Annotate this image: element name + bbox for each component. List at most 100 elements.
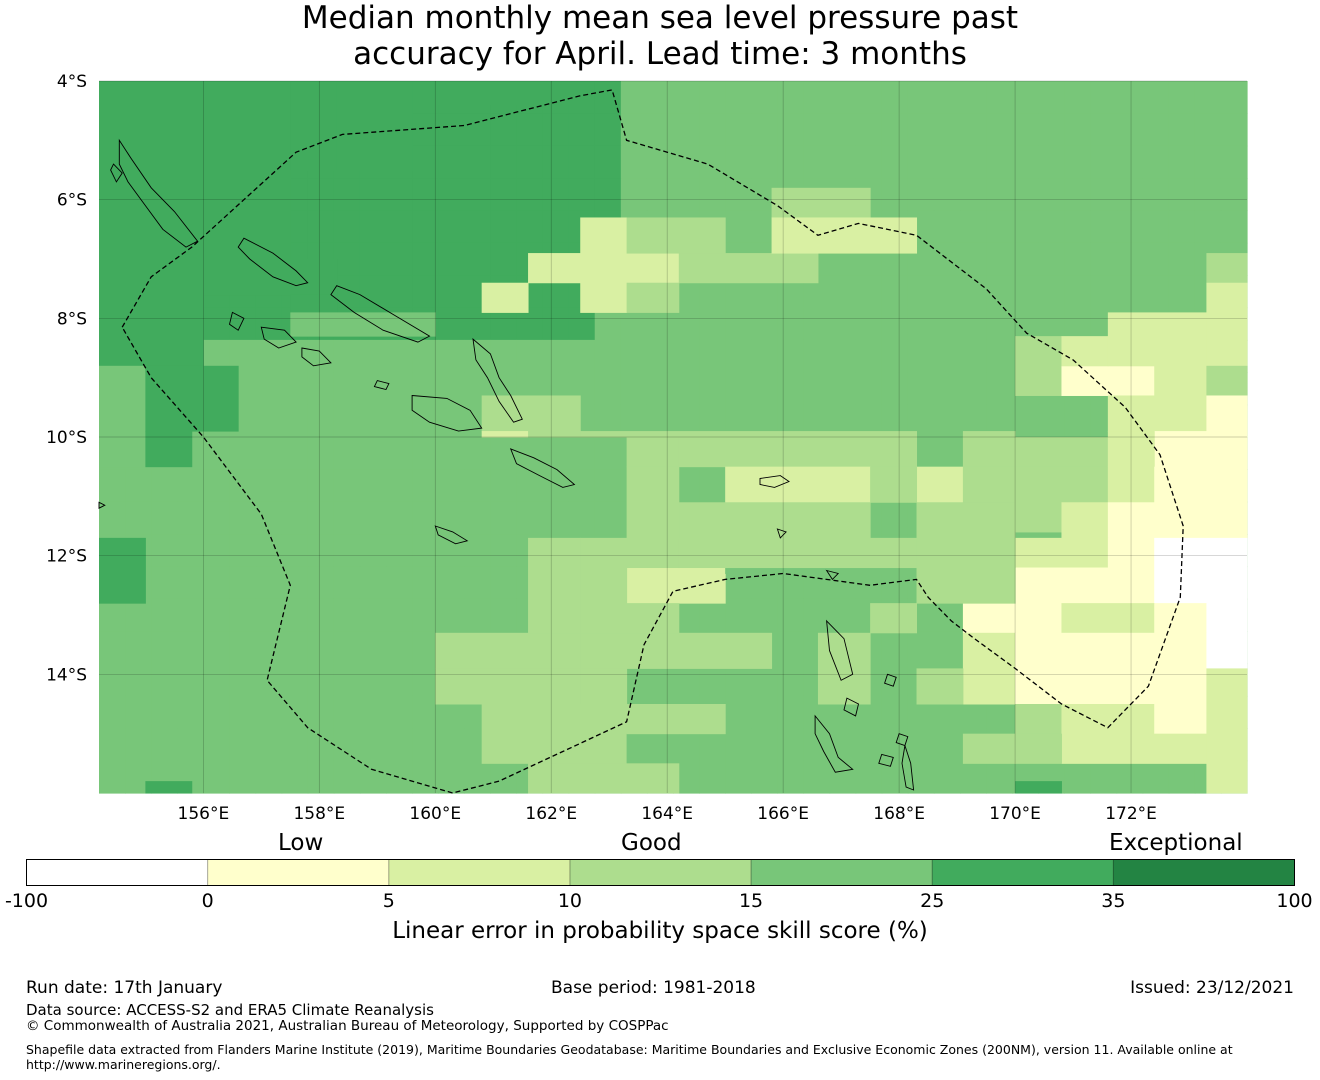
skill-cell — [412, 663, 439, 697]
skill-cell — [333, 210, 361, 244]
skill-cell — [1154, 668, 1207, 705]
skill-cell — [777, 145, 805, 179]
lon-label: 162°E — [525, 804, 577, 824]
skill-cell — [986, 178, 1013, 212]
skill-cell — [464, 534, 491, 568]
map-title-line-1: Median monthly mean sea level pressure p… — [301, 0, 1019, 36]
skill-cell — [151, 598, 178, 632]
skill-cell — [803, 372, 831, 406]
skill-cell — [1012, 145, 1039, 179]
run-date: Run date: 17th January — [26, 978, 223, 998]
colorbar-segment — [932, 859, 1114, 886]
skill-cell — [646, 178, 674, 212]
skill-cell — [386, 404, 413, 438]
skill-cell — [1116, 113, 1144, 147]
skill-cell — [386, 178, 413, 212]
skill-cell — [1015, 704, 1062, 735]
skill-cell — [464, 307, 491, 341]
skill-cell — [986, 81, 1013, 114]
skill-cell — [916, 567, 1016, 604]
colorbar-tick-label: 35 — [1101, 890, 1126, 912]
skill-cell — [568, 145, 596, 179]
skill-cell — [307, 566, 335, 600]
skill-cell — [580, 431, 918, 438]
skill-cell — [1064, 81, 1092, 114]
skill-cell — [203, 469, 231, 503]
skill-cell — [438, 728, 465, 762]
skill-cell — [307, 695, 335, 729]
skill-cell — [1154, 466, 1248, 539]
skill-cell — [359, 501, 387, 535]
skill-cell — [725, 663, 752, 697]
map-canvas: 4°S 6°S 8°S 10°S 12°S 14°S 156°E 158°E 160°E 162… — [46, 72, 1248, 824]
skill-cell — [412, 372, 439, 406]
skill-cell — [386, 501, 413, 535]
skill-cell — [255, 437, 283, 470]
skill-cell — [333, 631, 361, 665]
skill-cell — [933, 728, 961, 762]
skill-cell — [125, 501, 152, 535]
skill-cell — [203, 534, 231, 568]
skill-cell — [1064, 242, 1092, 276]
skill-cell — [386, 598, 413, 632]
skill-cell — [359, 728, 387, 762]
skill-cell — [438, 307, 465, 341]
skill-cell — [751, 695, 778, 729]
skill-cell — [620, 81, 648, 114]
skill-cell — [203, 307, 231, 341]
skill-cell — [777, 760, 805, 794]
skill-cell — [412, 145, 439, 179]
skill-cell — [907, 372, 935, 406]
island-outline — [826, 619, 854, 681]
lat-label: 10°S — [46, 428, 87, 448]
skill-cell — [771, 217, 918, 254]
skill-cell — [203, 598, 231, 632]
skill-cell — [1206, 365, 1248, 396]
skill-cell — [725, 728, 752, 762]
skill-cell — [568, 113, 596, 147]
skill-cell — [412, 178, 439, 212]
skill-cell — [307, 501, 335, 535]
skill-cell — [1116, 81, 1144, 114]
skill-cell — [1038, 178, 1065, 212]
skill-cell — [594, 178, 622, 212]
skill-cell — [290, 312, 436, 337]
skill-cell — [99, 365, 146, 468]
skill-cell — [359, 566, 387, 600]
skill-cell — [281, 339, 309, 373]
skill-cell — [751, 113, 778, 147]
skill-cell — [542, 339, 570, 373]
skill-cell — [699, 760, 726, 794]
colorbar-tick-label: 0 — [201, 890, 214, 912]
skill-cell — [359, 275, 387, 309]
skill-cell — [528, 763, 680, 794]
skill-cell — [916, 466, 964, 503]
skill-cell — [1168, 242, 1196, 276]
lon-label: 160°E — [409, 804, 461, 824]
skill-cell — [962, 668, 1016, 705]
skill-cell — [145, 781, 193, 794]
skill-cell — [673, 339, 700, 373]
skill-cell — [855, 307, 883, 341]
skill-cell — [594, 145, 622, 179]
skill-cell — [438, 339, 465, 373]
skill-cell — [490, 242, 518, 276]
skill-cell — [333, 598, 361, 632]
colorbar — [26, 859, 1295, 886]
skill-cell — [177, 695, 204, 729]
skill-cell — [386, 469, 413, 503]
skill-cell — [933, 372, 961, 406]
skill-cell — [490, 598, 518, 632]
skill-cell — [594, 469, 622, 503]
skill-cell — [281, 534, 309, 568]
skill-cell — [542, 145, 570, 179]
skill-cell — [386, 242, 413, 276]
skill-cell — [255, 728, 283, 762]
skill-cell — [1038, 81, 1065, 114]
skill-cell — [933, 81, 961, 114]
skill-cell — [412, 242, 439, 276]
island-outline — [759, 475, 790, 488]
skill-cell — [386, 760, 413, 794]
category-low: Low — [278, 830, 324, 856]
skill-cell — [803, 598, 831, 632]
